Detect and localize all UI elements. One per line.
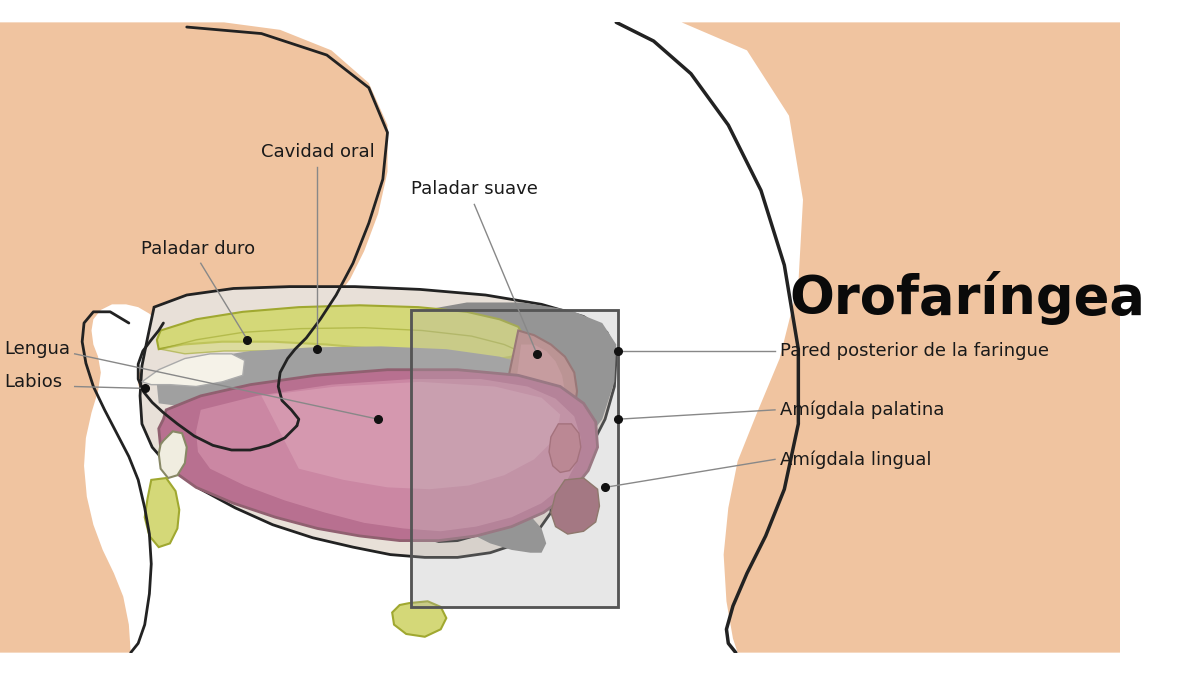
Text: Amígdala palatina: Amígdala palatina — [780, 401, 944, 419]
Text: Pared posterior de la faringue: Pared posterior de la faringue — [780, 342, 1049, 360]
Text: Lengua: Lengua — [5, 340, 71, 358]
Text: Paladar duro: Paladar duro — [140, 240, 256, 258]
Polygon shape — [392, 601, 446, 637]
Polygon shape — [514, 344, 565, 444]
Polygon shape — [140, 287, 617, 558]
Polygon shape — [161, 327, 523, 377]
Polygon shape — [157, 305, 523, 360]
Polygon shape — [0, 268, 620, 653]
Polygon shape — [196, 379, 581, 531]
Text: Orofaríngea: Orofaríngea — [790, 271, 1145, 325]
Polygon shape — [550, 424, 581, 472]
Text: Amígdala lingual: Amígdala lingual — [780, 450, 931, 468]
Polygon shape — [262, 382, 560, 489]
Bar — [410, 310, 618, 607]
Text: Cavidad oral: Cavidad oral — [260, 142, 374, 161]
Polygon shape — [145, 478, 179, 547]
Bar — [410, 310, 618, 607]
Polygon shape — [158, 431, 187, 478]
Polygon shape — [400, 302, 617, 553]
Text: Paladar suave: Paladar suave — [410, 180, 538, 198]
Polygon shape — [617, 22, 1121, 653]
Polygon shape — [0, 22, 388, 653]
Polygon shape — [504, 331, 577, 460]
Polygon shape — [551, 478, 600, 534]
Polygon shape — [157, 346, 558, 448]
Polygon shape — [158, 370, 598, 541]
Text: Labios: Labios — [5, 373, 62, 391]
Polygon shape — [142, 354, 245, 387]
